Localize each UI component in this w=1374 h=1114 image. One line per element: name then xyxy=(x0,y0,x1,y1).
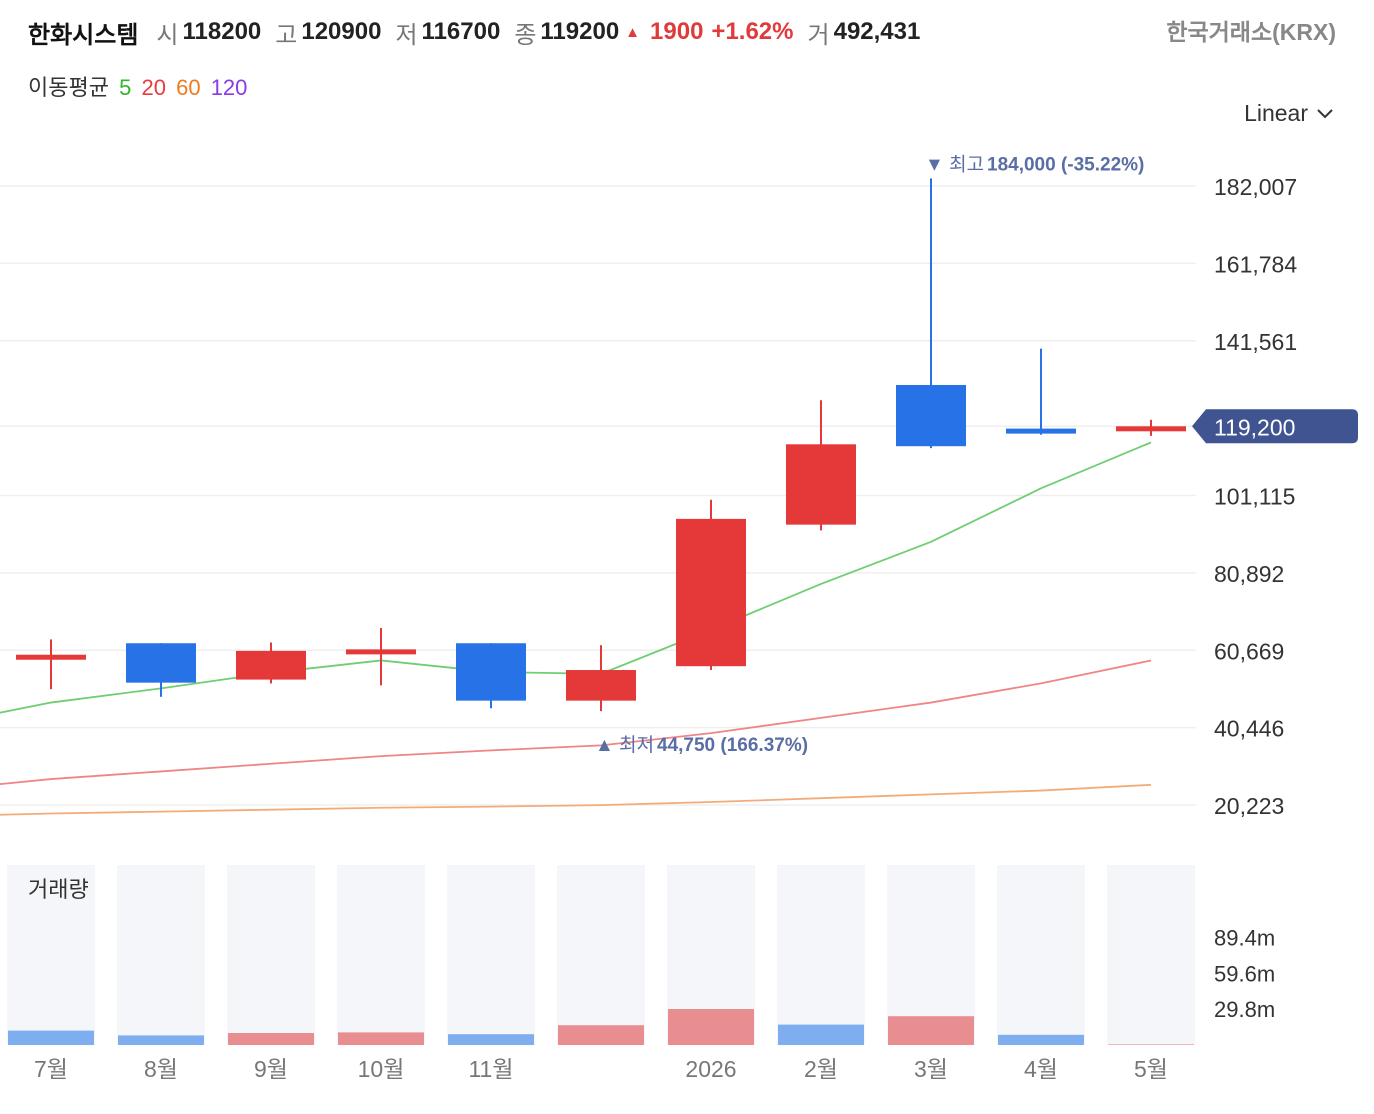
ticker-header: 한화시스템 시 118200 고 120900 저 116700 종 11920… xyxy=(28,14,934,50)
exchange-name: 한국거래소(KRX) xyxy=(1166,19,1336,45)
volume-bar xyxy=(338,1032,424,1045)
high-value: 120900 xyxy=(301,18,382,45)
up-triangle-icon: ▲ xyxy=(625,23,641,41)
ma-60-line xyxy=(0,783,1152,816)
volume-panel-label: 거래량 xyxy=(28,877,89,902)
open-value: 118200 xyxy=(182,18,262,45)
x-tick-label: 9월 xyxy=(254,1056,288,1082)
ma-20-toggle[interactable]: 20 xyxy=(141,75,166,100)
candle-body xyxy=(346,649,416,655)
volume-column-bg xyxy=(557,865,645,1045)
y-tick-label: 40,446 xyxy=(1214,716,1284,742)
candle-body xyxy=(1116,426,1186,432)
ma-20-line xyxy=(0,659,1152,786)
candle-body xyxy=(676,518,746,667)
volume-column-bg xyxy=(997,865,1085,1045)
ma-label: 이동평균 xyxy=(28,75,109,100)
ma-5-line xyxy=(0,441,1152,714)
change-value: 1900 xyxy=(650,18,704,45)
y-tick-label: 60,669 xyxy=(1214,638,1284,664)
close-label: 종 xyxy=(514,21,537,49)
y-tick-label: 161,784 xyxy=(1214,251,1297,277)
current-price-label: 119,200 xyxy=(1214,414,1295,440)
volume-bar xyxy=(8,1030,94,1045)
y-tick-label: 80,892 xyxy=(1214,561,1284,587)
volume-column-bg xyxy=(887,865,975,1045)
volume-bar xyxy=(1108,1044,1194,1045)
change-percent: +1.62% xyxy=(711,18,794,45)
volume-column-bg xyxy=(7,865,95,1045)
volume-bar xyxy=(778,1024,864,1045)
volume-value: 492,431 xyxy=(833,18,921,45)
candle-body xyxy=(786,444,856,525)
volume-column-bg xyxy=(777,865,865,1045)
candle-body xyxy=(126,643,196,683)
x-tick-label: 2026 xyxy=(685,1056,736,1082)
x-tick-label: 8월 xyxy=(144,1056,178,1082)
low-marker-value: 44,750 (166.37%) xyxy=(657,735,808,756)
x-tick-label: 11월 xyxy=(468,1056,513,1082)
moving-average-legend: 이동평균 5 20 60 120 xyxy=(28,70,251,102)
volume-tick-label: 29.8m xyxy=(1214,997,1275,1022)
volume-column-bg xyxy=(227,865,315,1045)
low-label: 저 xyxy=(395,21,418,49)
volume-bar xyxy=(998,1034,1084,1045)
x-tick-label: 5월 xyxy=(1134,1056,1168,1082)
high-marker-value: 184,000 (-35.22%) xyxy=(987,154,1144,175)
volume-bar xyxy=(118,1035,204,1045)
volume-bar xyxy=(448,1034,534,1045)
chevron-down-icon xyxy=(1317,108,1333,118)
x-tick-label: 4월 xyxy=(1024,1056,1058,1082)
ma-60-toggle[interactable]: 60 xyxy=(176,75,201,100)
current-price-tag xyxy=(1192,409,1358,444)
candle-body xyxy=(566,670,636,701)
y-tick-label: 141,561 xyxy=(1214,329,1297,355)
y-tick-label: 101,115 xyxy=(1214,484,1295,510)
ma-5-toggle[interactable]: 5 xyxy=(119,75,132,100)
x-tick-label: 3월 xyxy=(914,1056,948,1082)
volume-bar xyxy=(668,1009,754,1045)
volume-column-bg xyxy=(337,865,425,1045)
close-value: 119200 xyxy=(540,18,620,45)
candle-body xyxy=(1006,428,1076,434)
volume-column-bg xyxy=(1107,865,1195,1045)
x-tick-label: 7월 xyxy=(34,1056,68,1082)
volume-bar xyxy=(888,1016,974,1045)
scale-selector-label: Linear xyxy=(1244,100,1308,126)
stock-name: 한화시스템 xyxy=(28,21,139,49)
y-tick-label: 20,223 xyxy=(1214,793,1284,819)
x-tick-label: 2월 xyxy=(804,1056,838,1082)
candle-body xyxy=(456,643,526,701)
ma-120-toggle[interactable]: 120 xyxy=(210,75,248,100)
open-label: 시 xyxy=(156,21,179,49)
volume-bar xyxy=(558,1025,644,1045)
volume-tick-label: 89.4m xyxy=(1214,926,1275,951)
low-marker-label: ▲ 최저 xyxy=(595,734,654,756)
y-tick-label: 182,007 xyxy=(1214,174,1297,200)
candle-body xyxy=(236,650,306,680)
high-label: 고 xyxy=(275,21,298,49)
volume-label: 거 xyxy=(807,21,830,49)
candle-body xyxy=(16,654,86,660)
low-value: 116700 xyxy=(421,18,501,45)
candle-body xyxy=(896,384,966,447)
volume-tick-label: 59.6m xyxy=(1214,961,1275,986)
scale-selector[interactable]: Linear xyxy=(1244,100,1334,127)
x-tick-label: 10월 xyxy=(358,1056,405,1082)
high-marker-label: ▼ 최고 xyxy=(925,153,984,175)
volume-bar xyxy=(228,1033,314,1045)
volume-column-bg xyxy=(447,865,535,1045)
volume-column-bg xyxy=(117,865,205,1045)
